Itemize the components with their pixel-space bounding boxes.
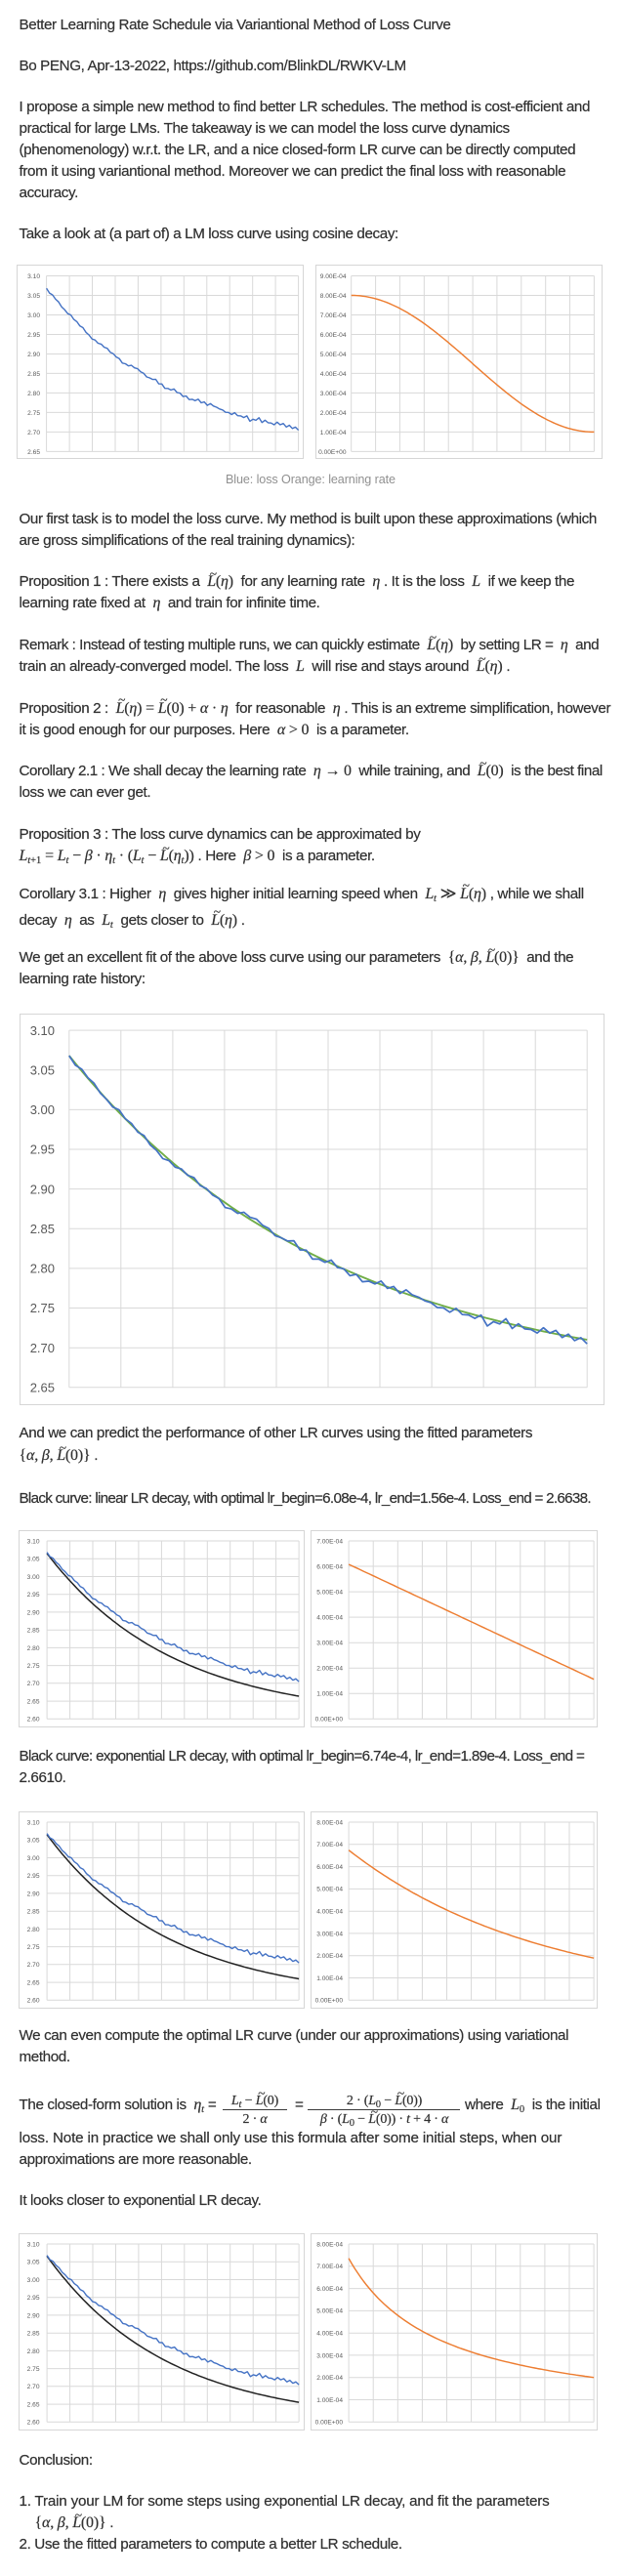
svg-text:2.90: 2.90 [30,1182,55,1196]
svg-text:2.95: 2.95 [30,1143,55,1157]
svg-text:3.00: 3.00 [27,312,40,319]
svg-text:2.60: 2.60 [27,2420,40,2427]
svg-text:2.90: 2.90 [27,1609,40,1616]
svg-text:3.00: 3.00 [30,1102,55,1117]
svg-text:3.00E-04: 3.00E-04 [316,1641,343,1647]
svg-text:2.65: 2.65 [27,2401,40,2408]
svg-text:3.10: 3.10 [30,1023,55,1038]
svg-text:2.95: 2.95 [27,1592,40,1599]
svg-text:2.95: 2.95 [27,332,40,339]
svg-text:2.75: 2.75 [27,410,40,417]
svg-text:1.00E-04: 1.00E-04 [316,2397,343,2404]
svg-text:0.00E+00: 0.00E+00 [315,2420,344,2427]
svg-text:2.00E-04: 2.00E-04 [316,1953,343,1960]
svg-text:2.70: 2.70 [30,1341,55,1355]
svg-text:2.80: 2.80 [27,1927,40,1933]
svg-text:2.65: 2.65 [27,449,40,456]
svg-text:5.00E-04: 5.00E-04 [316,1590,343,1597]
svg-text:0.00E+00: 0.00E+00 [318,449,347,456]
svg-text:3.00: 3.00 [27,2277,40,2284]
svg-text:2.85: 2.85 [27,1628,40,1635]
svg-text:2.65: 2.65 [30,1381,55,1395]
svg-text:6.00E-04: 6.00E-04 [316,2286,343,2293]
svg-text:2.90: 2.90 [27,352,40,358]
svg-text:0.00E+00: 0.00E+00 [315,1717,344,1724]
svg-text:7.00E-04: 7.00E-04 [316,2264,343,2270]
svg-text:2.70: 2.70 [27,2384,40,2390]
svg-text:2.65: 2.65 [27,1979,40,1986]
svg-text:7.00E-04: 7.00E-04 [320,312,347,319]
svg-text:3.10: 3.10 [27,273,40,280]
svg-text:2.90: 2.90 [27,2312,40,2319]
svg-text:2.95: 2.95 [27,1873,40,1880]
svg-text:8.00E-04: 8.00E-04 [316,2241,343,2248]
svg-text:5.00E-04: 5.00E-04 [316,1887,343,1893]
svg-text:3.00E-04: 3.00E-04 [316,1931,343,1937]
svg-text:1.00E-04: 1.00E-04 [316,1691,343,1698]
svg-text:2.75: 2.75 [30,1301,55,1315]
svg-text:2.85: 2.85 [27,371,40,378]
svg-text:3.05: 3.05 [27,1557,40,1563]
svg-text:2.70: 2.70 [27,1962,40,1969]
svg-text:2.90: 2.90 [27,1890,40,1897]
svg-text:2.85: 2.85 [30,1222,55,1236]
svg-text:2.80: 2.80 [30,1262,55,1276]
svg-text:3.05: 3.05 [27,2260,40,2266]
svg-text:1.00E-04: 1.00E-04 [320,430,347,436]
svg-text:3.05: 3.05 [27,293,40,300]
svg-text:3.05: 3.05 [27,1838,40,1845]
svg-text:3.00: 3.00 [27,1855,40,1862]
svg-text:1.00E-04: 1.00E-04 [316,1975,343,1982]
svg-text:6.00E-04: 6.00E-04 [320,332,347,339]
svg-text:3.00E-04: 3.00E-04 [316,2352,343,2359]
svg-text:2.75: 2.75 [27,1944,40,1951]
svg-text:6.00E-04: 6.00E-04 [316,1563,343,1570]
svg-text:5.00E-04: 5.00E-04 [320,352,347,358]
svg-text:2.65: 2.65 [27,1698,40,1705]
svg-text:2.80: 2.80 [27,1645,40,1652]
svg-text:4.00E-04: 4.00E-04 [320,371,347,378]
svg-text:2.85: 2.85 [27,1909,40,1916]
svg-text:5.00E-04: 5.00E-04 [316,2308,343,2315]
svg-text:3.10: 3.10 [27,2241,40,2248]
svg-text:3.10: 3.10 [27,1819,40,1826]
svg-text:9.00E-04: 9.00E-04 [320,273,347,280]
svg-text:3.00: 3.00 [27,1574,40,1581]
svg-text:2.80: 2.80 [27,391,40,397]
svg-text:8.00E-04: 8.00E-04 [320,293,347,300]
svg-text:3.05: 3.05 [30,1062,55,1077]
svg-text:2.60: 2.60 [27,1998,40,2005]
svg-text:2.00E-04: 2.00E-04 [316,1666,343,1673]
svg-text:2.70: 2.70 [27,430,40,436]
svg-text:2.95: 2.95 [27,2295,40,2302]
svg-text:2.75: 2.75 [27,1663,40,1670]
svg-text:4.00E-04: 4.00E-04 [316,1909,343,1916]
svg-text:2.60: 2.60 [27,1717,40,1724]
svg-text:3.10: 3.10 [27,1538,40,1545]
svg-text:6.00E-04: 6.00E-04 [316,1864,343,1871]
svg-text:2.75: 2.75 [27,2366,40,2373]
svg-text:2.00E-04: 2.00E-04 [320,410,347,417]
svg-text:2.70: 2.70 [27,1681,40,1687]
svg-text:8.00E-04: 8.00E-04 [316,1819,343,1826]
svg-text:4.00E-04: 4.00E-04 [316,2331,343,2338]
svg-text:2.80: 2.80 [27,2348,40,2355]
svg-text:4.00E-04: 4.00E-04 [316,1615,343,1622]
svg-text:7.00E-04: 7.00E-04 [316,1538,343,1545]
svg-text:2.00E-04: 2.00E-04 [316,2375,343,2382]
svg-text:0.00E+00: 0.00E+00 [315,1998,344,2005]
svg-text:2.85: 2.85 [27,2331,40,2338]
svg-text:7.00E-04: 7.00E-04 [316,1842,343,1849]
svg-text:3.00E-04: 3.00E-04 [320,391,347,397]
